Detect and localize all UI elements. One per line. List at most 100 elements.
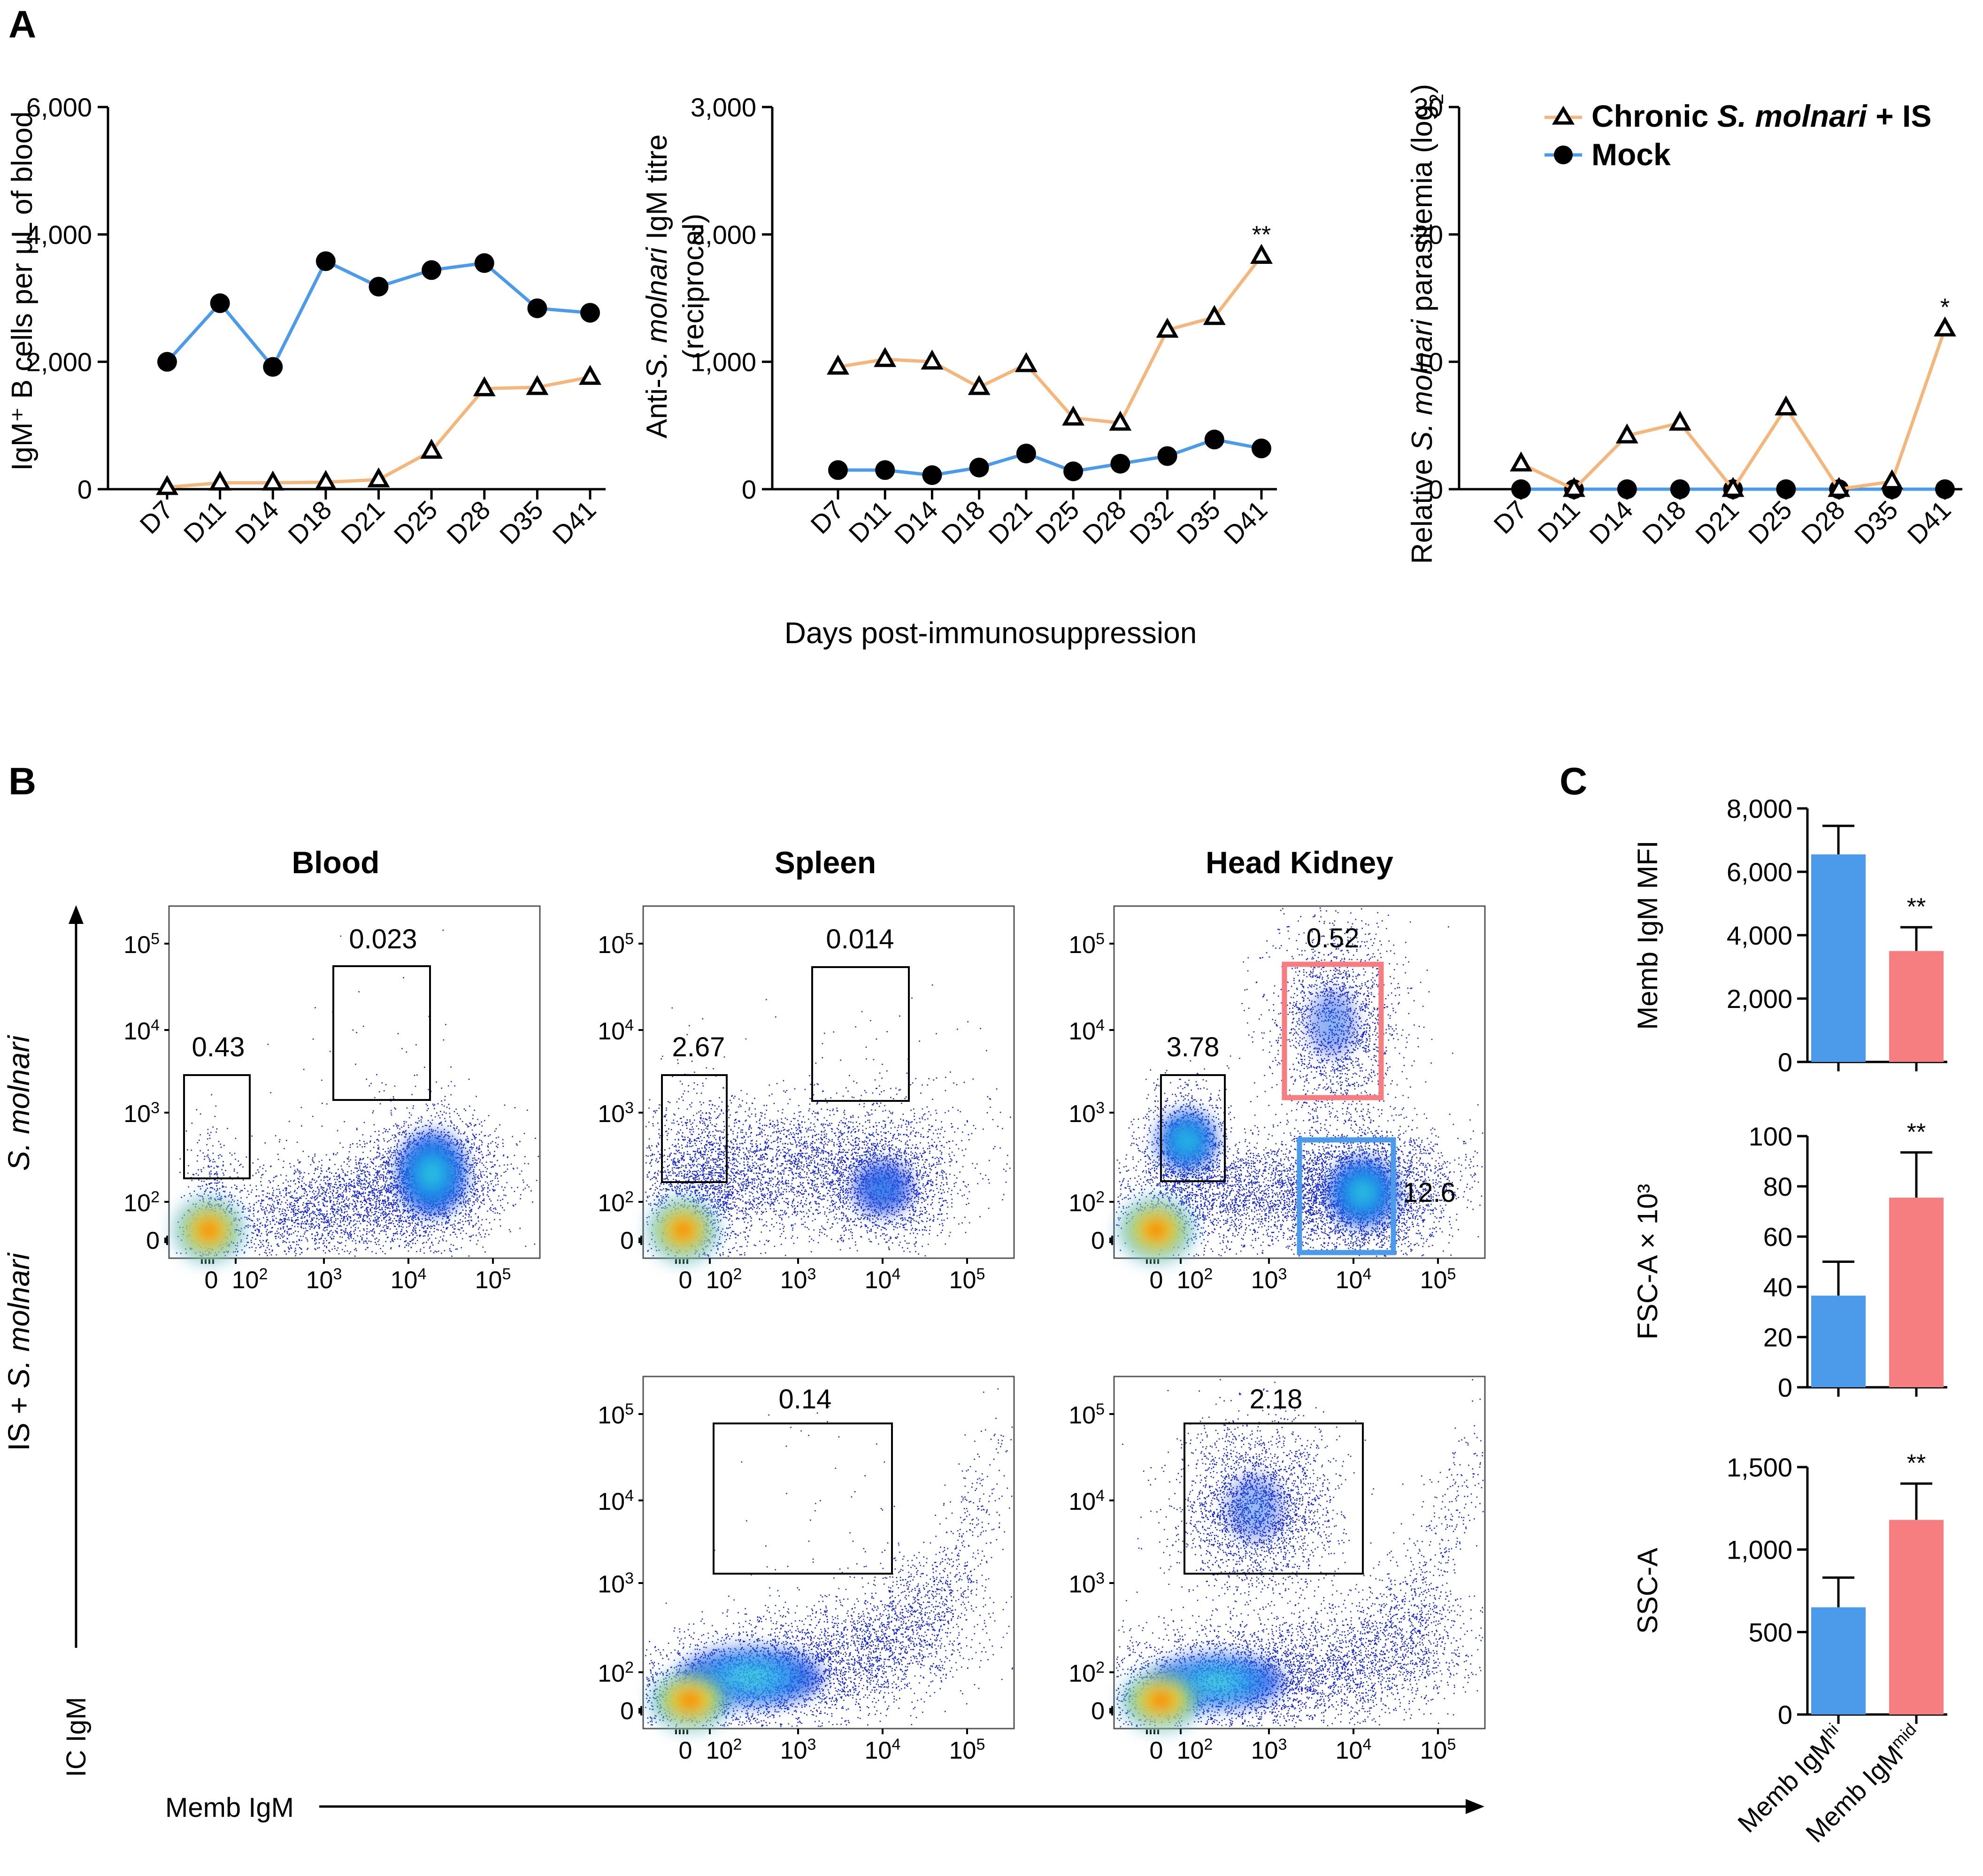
data-point-mock [1157,446,1177,466]
data-point-chronic [827,354,849,375]
flow-y-tick-label: 102 [1068,1188,1105,1217]
bar-memb-igm-mid [1889,1198,1944,1387]
ic-igm-population [1159,1113,1215,1169]
data-point-mock [828,460,848,480]
y-tick-label: 10 [1414,347,1443,377]
y-tick-label: 1,000 [1727,1535,1792,1565]
flow-x-tick-label-zero: 0 [679,1267,692,1294]
a1-ylabel: IgM⁺ B cells per µL of blood [6,111,38,471]
ic-igm-population [1227,1475,1283,1541]
flow-plot-blood-smolnari: 105 104 103 102 0 0 102 103 104 105 0.43 0.023 [123,905,541,1294]
flow-x-tick-label: 104 [1336,1265,1372,1294]
flow-plot-head-kidney-is-smolnari: 105 104 103 102 0 0 102 103 104 105 2.18 [1068,1376,1486,1764]
x-tick-label: D21 [1690,495,1745,550]
data-point-mock [1110,454,1130,474]
y-axis-label: FSC-A × 10³ [1632,1184,1663,1340]
flow-y-tick-label: 103 [1068,1099,1105,1128]
x-tick-label: D41 [1901,495,1956,550]
bar-memb-igm-mid [1889,951,1944,1062]
y-tick-label: 0 [1778,1047,1792,1077]
igm-hi-population [854,1162,911,1214]
event-dots [1337,1379,1484,1715]
data-point-mock [922,465,942,485]
flow-plot-spleen-is-smolnari: 105 104 103 102 0 0 102 103 104 105 0.14 [598,1376,1015,1764]
data-point-chronic [1615,423,1638,444]
igm-neg-population [1121,1199,1191,1261]
x-tick-label: D35 [1848,495,1903,550]
data-point-mock [1511,479,1531,499]
data-point-chronic [579,365,601,385]
y-tick-label: 2,000 [691,220,756,249]
data-point-chronic [1668,410,1691,431]
flow-y-minor-ticks [1109,1706,1113,1715]
data-point-chronic [1250,244,1273,264]
y-tick-label: 6,000 [26,92,92,122]
gate-percentage: 0.43 [192,1032,245,1062]
flow-col-head-kidney: Head Kidney [1206,845,1393,880]
data-point-chronic [1062,405,1085,426]
data-point-chronic [1015,352,1038,372]
y-tick-label: 0 [1429,475,1443,504]
flow-y-tick-label: 104 [1068,1016,1105,1045]
x-tick-label: D11 [843,495,896,548]
x-tick-label: D14 [1583,495,1638,550]
line-chart-igm-b-cells: 0 2,000 4,000 6,000 D7D11D14D18D21D25D28D35D… [26,92,606,550]
x-tick-label: D32 [1124,495,1179,550]
x-tick-label: D25 [388,495,443,550]
panel-label-b: B [8,760,36,803]
flow-x-tick-label: 103 [1251,1736,1287,1764]
flow-col-spleen: Spleen [775,845,876,880]
flow-x-minor-ticks [201,1259,214,1264]
data-point-mock [875,460,895,480]
y-tick-label: 4,000 [1727,921,1792,950]
flow-x-axis-label: Memb IgM [165,1792,294,1823]
significance-annotation: ** [1252,221,1271,248]
data-point-chronic [968,375,991,395]
y-axis-label: SSC-A [1632,1548,1663,1634]
y-tick-label: 4,000 [26,220,92,249]
event-dots [788,1510,1012,1719]
data-point-mock [1776,479,1796,499]
significance-annotation: * [1940,294,1950,321]
event-dots [1299,1523,1483,1724]
data-point-mock [474,253,494,273]
igm-neg-population [653,1672,728,1729]
flow-y-tick-label: 105 [1068,1400,1105,1429]
data-point-chronic [208,470,231,491]
gate-percentage: 0.52 [1307,923,1360,953]
flow-x-tick-label: 104 [865,1265,901,1294]
gate-percentage: 3.78 [1167,1032,1220,1062]
flow-y-tick-label-zero: 0 [620,1698,634,1725]
y-tick-label: 2,000 [26,347,92,377]
legend: Chronic S. molnari + IS Mock [1545,99,1931,172]
significance-annotation: ** [1907,1450,1926,1477]
flow-y-tick-label: 104 [598,1016,634,1045]
gate-ic-igm [1160,1074,1226,1182]
data-point-chronic [314,469,337,490]
data-point-chronic [1775,395,1798,415]
series-line-chronic [1520,328,1947,491]
flow-y-tick-label: 102 [1068,1659,1105,1687]
bar-chart-fsc-a: 0 20 40 60 80 100 ** FSC-A × 10³ [1632,1119,1947,1402]
y-axis-label: Memb IgM MFI [1632,840,1663,1030]
data-point-mock [1063,461,1084,482]
data-point-mock [1670,479,1690,499]
y-tick-label: 0 [1778,1373,1792,1402]
data-point-chronic [526,375,549,395]
event-dots [714,1406,924,1638]
legend-mock-label: Mock [1591,137,1671,172]
y-tick-label: 6,000 [1727,857,1792,887]
flow-y-tick-label: 102 [598,1659,634,1687]
flow-x-tick-label: 105 [475,1265,511,1294]
significance-annotation: ** [1907,1119,1926,1146]
x-tick-label: D28 [1796,495,1851,550]
y-tick-label: 20 [1763,1322,1792,1352]
y-tick-label: 2,000 [1727,984,1792,1014]
flow-y-tick-label-zero: 0 [1091,1227,1105,1254]
y-tick-label: 1,500 [1727,1453,1792,1482]
legend-mock-marker [1554,146,1573,164]
bar-memb-igm-mid [1889,1520,1944,1715]
